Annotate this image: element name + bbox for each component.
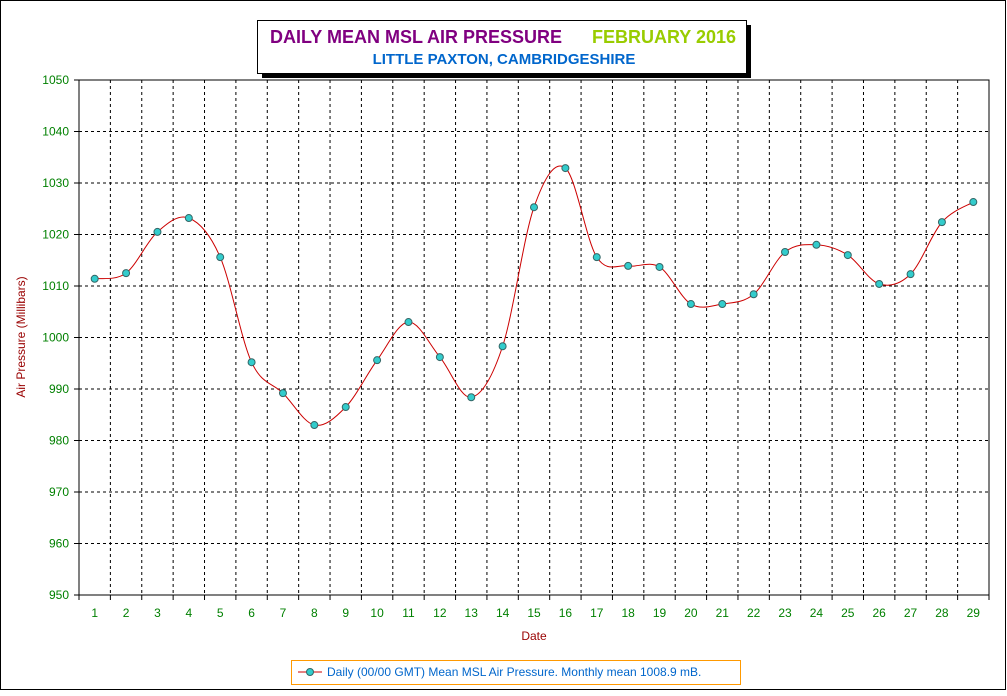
x-tick-label: 28 bbox=[935, 606, 949, 620]
data-point bbox=[969, 198, 978, 207]
y-axis-label: Air Pressure (Millibars) bbox=[14, 276, 28, 397]
legend-marker bbox=[306, 668, 314, 676]
x-tick-label: 11 bbox=[402, 606, 415, 620]
y-tick-label: 1000 bbox=[42, 331, 69, 345]
x-tick-label: 7 bbox=[280, 606, 287, 620]
x-tick-label: 26 bbox=[872, 606, 886, 620]
x-tick-label: 21 bbox=[716, 606, 730, 620]
y-tick-label: 950 bbox=[49, 588, 69, 602]
data-point bbox=[498, 342, 507, 351]
data-point bbox=[404, 318, 413, 327]
data-point bbox=[247, 358, 256, 367]
x-tick-label: 2 bbox=[123, 606, 130, 620]
x-tick-label: 29 bbox=[967, 606, 981, 620]
data-point bbox=[216, 253, 225, 262]
y-tick-label: 980 bbox=[49, 434, 69, 448]
data-point bbox=[749, 290, 758, 299]
y-tick-label: 990 bbox=[49, 382, 69, 396]
x-tick-label: 8 bbox=[311, 606, 318, 620]
x-tick-label: 23 bbox=[778, 606, 792, 620]
x-tick-label: 14 bbox=[496, 606, 510, 620]
data-point bbox=[153, 227, 162, 236]
data-point bbox=[373, 356, 382, 365]
x-tick-label: 12 bbox=[433, 606, 447, 620]
data-point bbox=[718, 300, 727, 309]
data-point bbox=[686, 300, 695, 309]
y-tick-label: 1030 bbox=[42, 176, 69, 190]
data-point bbox=[184, 214, 193, 223]
chart-subtitle: LITTLE PAXTON, CAMBRIDGESHIRE bbox=[373, 51, 636, 68]
x-tick-label: 15 bbox=[527, 606, 541, 620]
x-tick-label: 16 bbox=[559, 606, 573, 620]
x-tick-label: 19 bbox=[653, 606, 667, 620]
data-point bbox=[467, 393, 476, 402]
y-tick-label: 1010 bbox=[42, 279, 69, 293]
legend-label: Daily (00/00 GMT) Mean MSL Air Pressure.… bbox=[327, 665, 701, 679]
data-point bbox=[937, 218, 946, 227]
x-tick-label: 4 bbox=[185, 606, 192, 620]
data-point bbox=[781, 248, 790, 257]
title-box bbox=[257, 20, 747, 74]
data-point bbox=[906, 270, 915, 279]
x-tick-label: 6 bbox=[248, 606, 255, 620]
x-tick-label: 1 bbox=[91, 606, 98, 620]
data-point bbox=[435, 353, 444, 362]
x-tick-label: 27 bbox=[904, 606, 918, 620]
x-tick-label: 9 bbox=[342, 606, 349, 620]
data-point bbox=[122, 269, 131, 278]
legend-box bbox=[291, 660, 741, 685]
data-point bbox=[561, 164, 570, 173]
chart-title: DAILY MEAN MSL AIR PRESSURE bbox=[270, 27, 562, 47]
x-axis-label: Date bbox=[521, 629, 547, 643]
data-point bbox=[310, 421, 319, 430]
data-point bbox=[624, 261, 633, 270]
x-tick-label: 10 bbox=[370, 606, 384, 620]
data-point bbox=[812, 240, 821, 249]
data-point bbox=[530, 203, 538, 212]
data-point bbox=[341, 403, 350, 412]
x-tick-label: 18 bbox=[621, 606, 635, 620]
y-tick-label: 960 bbox=[49, 537, 69, 551]
x-tick-label: 17 bbox=[590, 606, 604, 620]
x-tick-label: 22 bbox=[747, 606, 761, 620]
plot-area bbox=[78, 79, 990, 596]
y-tick-label: 1050 bbox=[42, 73, 69, 87]
data-point bbox=[90, 274, 99, 283]
y-tick-label: 970 bbox=[49, 485, 69, 499]
x-tick-label: 20 bbox=[684, 606, 698, 620]
data-point bbox=[843, 251, 852, 260]
x-tick-label: 5 bbox=[217, 606, 224, 620]
chart-title-month: FEBRUARY 2016 bbox=[592, 27, 736, 47]
data-point bbox=[875, 279, 884, 288]
data-point bbox=[592, 253, 601, 262]
x-tick-label: 13 bbox=[465, 606, 479, 620]
data-point bbox=[278, 389, 287, 398]
data-point bbox=[655, 262, 664, 271]
x-tick-label: 3 bbox=[154, 606, 161, 620]
x-tick-label: 25 bbox=[841, 606, 855, 620]
y-tick-label: 1040 bbox=[42, 125, 69, 139]
x-tick-label: 24 bbox=[810, 606, 824, 620]
y-tick-label: 1020 bbox=[42, 228, 69, 242]
